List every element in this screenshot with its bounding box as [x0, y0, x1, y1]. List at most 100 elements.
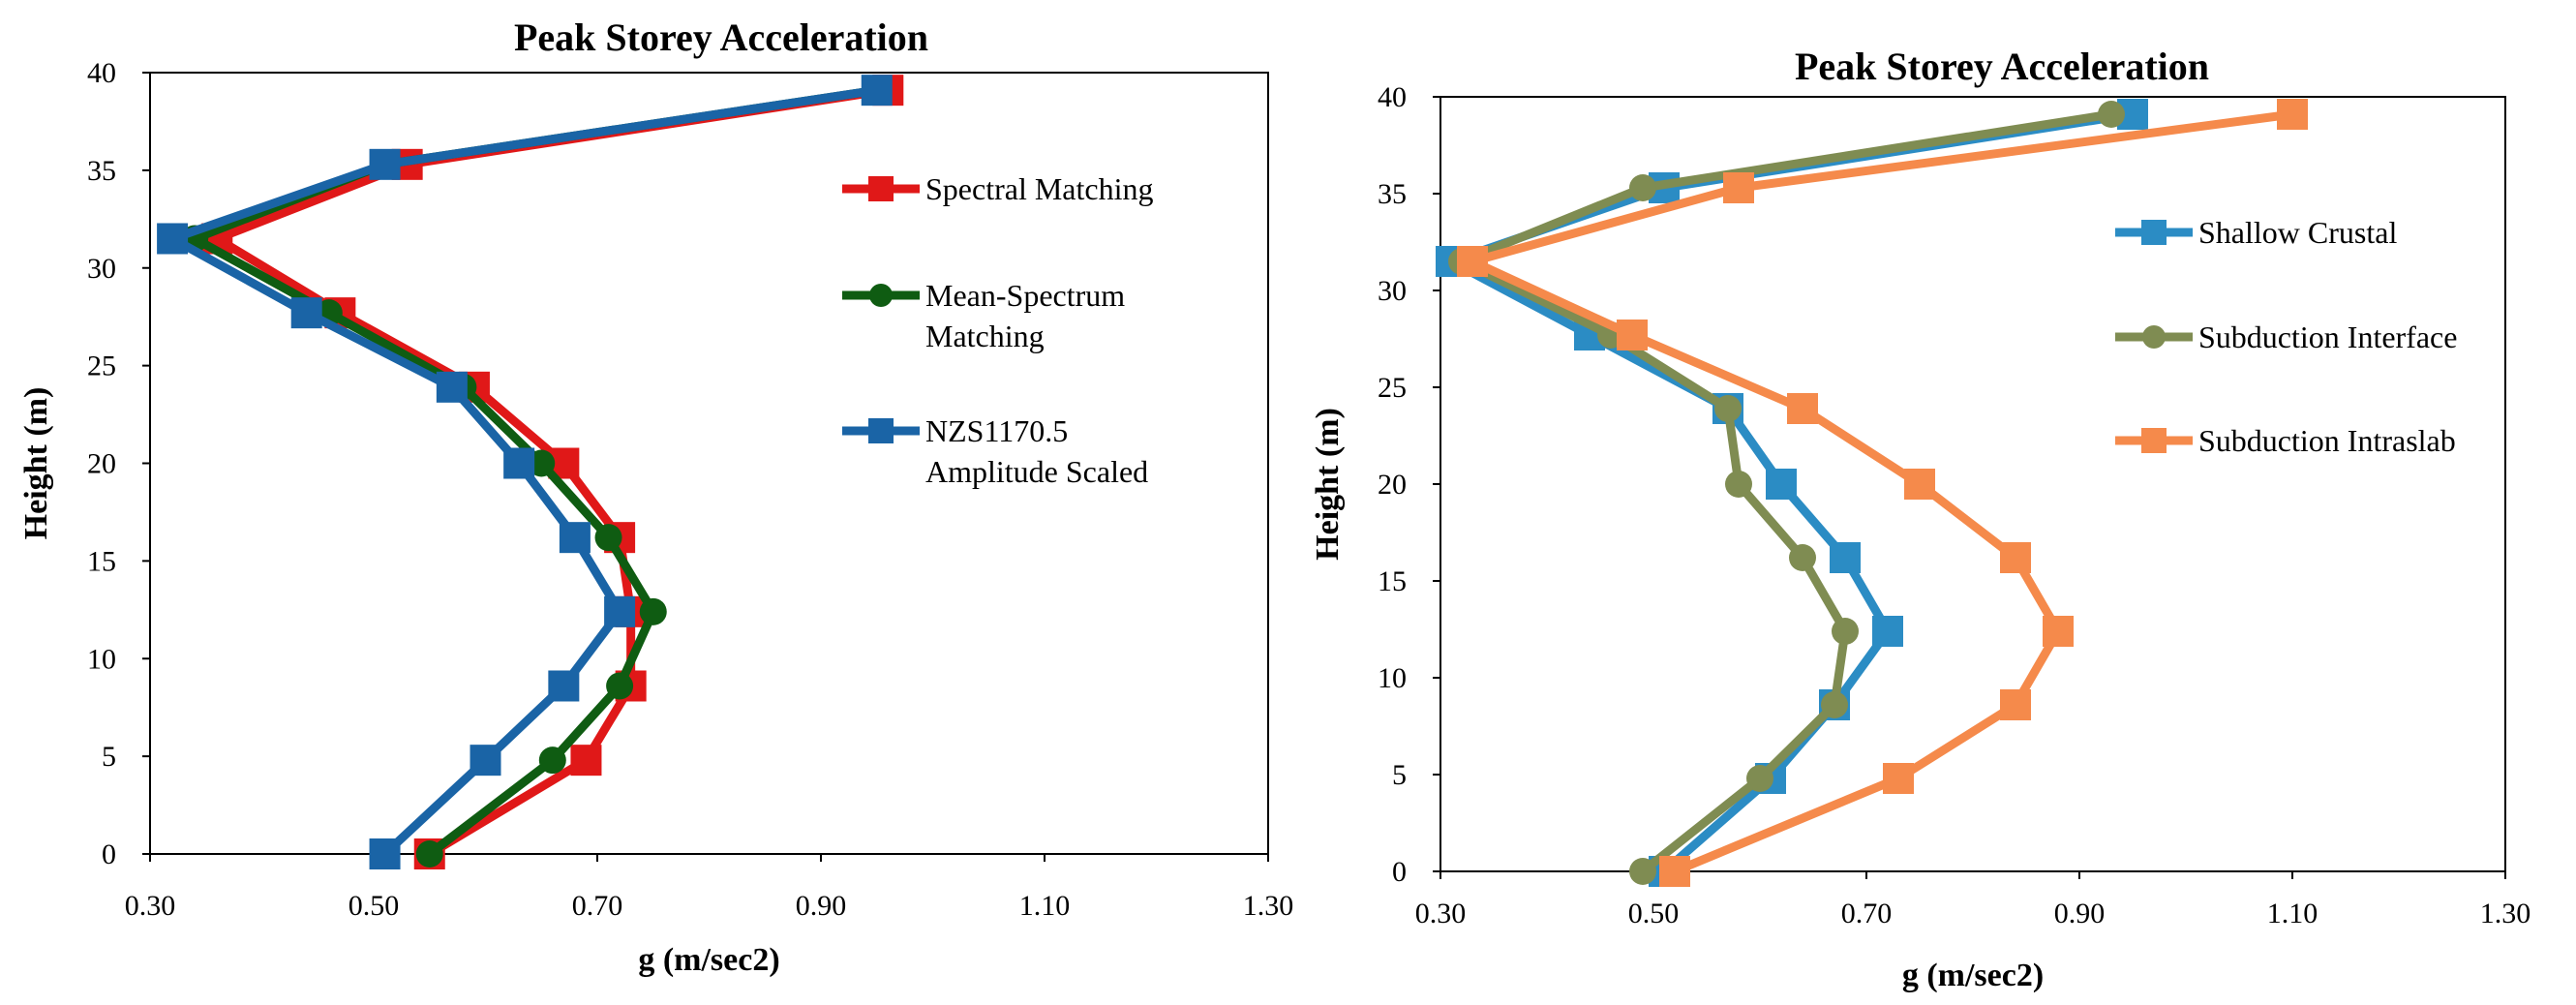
x-axis-title: g (m/sec2)	[638, 942, 779, 978]
legend-label: Subduction Interface	[2198, 320, 2457, 354]
y-tick-label: 40	[1378, 81, 1407, 113]
y-axis-title: Height (m)	[18, 387, 54, 540]
data-point	[1830, 542, 1861, 573]
y-tick-label: 20	[1378, 469, 1407, 501]
data-point	[1883, 763, 1914, 794]
data-point	[157, 223, 189, 255]
data-point	[503, 447, 535, 479]
y-axis-title: Height (m)	[1310, 408, 1346, 561]
data-point	[604, 595, 636, 627]
chart-title: Peak Storey Acceleration	[514, 15, 928, 59]
legend-marker	[2141, 220, 2167, 245]
data-point	[1787, 393, 1818, 424]
y-tick-label: 35	[87, 155, 116, 187]
y-tick-label: 5	[102, 741, 116, 773]
chart-title: Peak Storey Acceleration	[1795, 45, 2209, 88]
data-point	[639, 597, 667, 625]
y-tick-label: 15	[1378, 565, 1407, 597]
legend-label: NZS1170.5	[925, 413, 1068, 448]
x-tick-label: 0.70	[572, 890, 623, 922]
y-tick-label: 30	[87, 253, 116, 285]
data-point	[290, 297, 322, 329]
x-tick-label: 0.90	[796, 890, 847, 922]
x-tick-label: 0.30	[1415, 898, 1467, 929]
y-tick-label: 25	[1378, 372, 1407, 404]
data-point	[1872, 616, 1903, 647]
y-tick-label: 30	[1378, 275, 1407, 307]
legend-entry: Mean-Spectrum Matching	[842, 278, 1125, 353]
series-subduction-interface	[1448, 101, 2125, 885]
legend-entry: Subduction Interface	[2115, 320, 2457, 354]
series-line	[1468, 109, 2293, 876]
legend-label: Matching	[925, 319, 1045, 353]
data-point	[1821, 691, 1848, 718]
legend-entry: NZS1170.5 Amplitude Scaled	[842, 413, 1148, 489]
data-point	[1725, 471, 1752, 498]
y-tick-label: 20	[87, 448, 116, 480]
data-point	[2098, 101, 2125, 128]
x-tick-label: 0.70	[1841, 898, 1893, 929]
data-point	[548, 670, 580, 702]
legend-label: Spectral Matching	[925, 171, 1153, 206]
x-tick-label: 1.10	[2267, 898, 2318, 929]
data-point	[1617, 320, 1648, 350]
legend-marker	[2142, 325, 2166, 349]
data-point	[436, 371, 468, 403]
series-subduction-intraslab	[1457, 99, 2308, 887]
data-point	[2277, 99, 2308, 130]
data-point	[369, 148, 401, 180]
legend-entry: Spectral Matching	[842, 171, 1153, 206]
x-tick-label: 1.30	[2480, 898, 2531, 929]
data-point	[1629, 174, 1656, 201]
data-point	[369, 838, 401, 869]
y-tick-label: 25	[87, 350, 116, 382]
data-point	[1789, 544, 1816, 571]
data-point	[470, 745, 501, 777]
data-point	[1629, 858, 1656, 885]
chart-left: Peak Storey Acceleration 0 5 10 15 20 25 30 35 40…	[18, 15, 1293, 978]
data-point	[1723, 172, 1754, 203]
data-point	[861, 75, 893, 107]
data-point	[528, 449, 556, 477]
legend-entry: Subduction Intraslab	[2115, 423, 2456, 458]
data-point	[1714, 395, 1742, 422]
data-point	[2000, 542, 2031, 573]
series-shallow-crustal	[1436, 99, 2148, 887]
legend-entry: Shallow Crustal	[2115, 215, 2397, 250]
data-point	[570, 745, 602, 777]
legend-marker	[868, 418, 894, 443]
data-point	[1904, 469, 1935, 500]
data-point	[415, 840, 443, 868]
legend-marker	[2141, 428, 2167, 453]
data-point	[1832, 618, 1859, 645]
y-tick-label: 0	[102, 838, 116, 870]
y-tick-label: 0	[1392, 856, 1407, 888]
legend-label: Amplitude Scaled	[925, 454, 1148, 489]
chart-right: Peak Storey Acceleration 0 5 10 15 20 25 30 35 40…	[1310, 45, 2531, 993]
y-tick-label: 10	[87, 643, 116, 675]
data-point	[1766, 469, 1797, 500]
data-point	[606, 672, 634, 700]
x-tick-label: 0.30	[125, 890, 176, 922]
data-point	[559, 522, 591, 554]
x-tick-label: 0.90	[2054, 898, 2106, 929]
data-point	[1457, 246, 1488, 277]
data-point	[2043, 616, 2074, 647]
x-tick-label: 0.50	[1628, 898, 1680, 929]
data-point	[1659, 856, 1690, 887]
data-point	[1746, 765, 1773, 792]
legend-label: Subduction Intraslab	[2198, 423, 2456, 458]
y-tick-label: 10	[1378, 662, 1407, 694]
y-tick-label: 15	[87, 545, 116, 577]
x-tick-label: 1.10	[1019, 890, 1071, 922]
data-point	[2000, 689, 2031, 720]
x-tick-label: 1.30	[1243, 890, 1294, 922]
legend-label: Mean-Spectrum	[925, 278, 1125, 313]
legend-marker	[869, 284, 893, 307]
data-point	[594, 524, 622, 552]
x-axis-title: g (m/sec2)	[1902, 958, 2044, 993]
legend-marker	[868, 176, 894, 201]
y-tick-label: 35	[1378, 178, 1407, 210]
legend-label: Shallow Crustal	[2198, 215, 2397, 250]
